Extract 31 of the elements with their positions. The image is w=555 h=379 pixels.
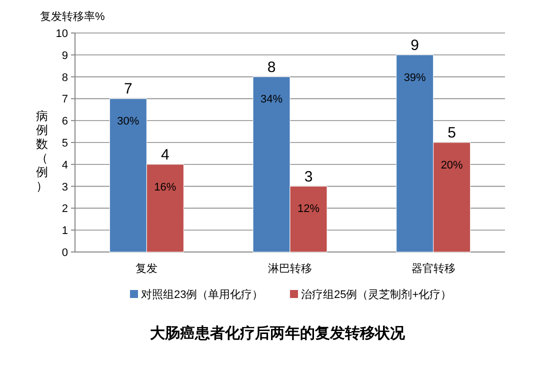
data-label: 5 (448, 124, 456, 142)
y-tick-label: 7 (62, 94, 68, 106)
legend-label: 治疗组25例（灵芝制剂+化疗） (301, 288, 452, 301)
y-tick-label: 4 (62, 159, 68, 172)
data-label: 4 (160, 146, 170, 164)
y-tick-label: 0 (62, 247, 68, 259)
y-tick-label: 10 (56, 28, 68, 40)
data-label: 9 (410, 36, 420, 54)
y-tick-label: 5 (62, 138, 68, 150)
y-tick-label: 1 (62, 225, 68, 238)
text: 复发转移率% (40, 10, 105, 23)
annotation: 12% (297, 203, 320, 216)
annotation: 34% (260, 94, 283, 106)
x-tick-label: 淋巴转移 (268, 262, 312, 275)
data-label: 8 (267, 58, 276, 76)
y-tick-label: 8 (62, 72, 68, 84)
annotation: 16% (154, 181, 176, 194)
y-tick-label: 6 (62, 116, 68, 128)
legend-label: 对照组23例（单用化疗） (141, 288, 264, 301)
data-label: 7 (124, 80, 132, 98)
annotation: 30% (117, 116, 140, 128)
y-tick-label: 3 (62, 181, 68, 194)
annotation: 20% (440, 159, 464, 172)
x-tick-label: 器官转移 (411, 262, 456, 275)
y-tick-label: 2 (62, 203, 68, 216)
x-tick-label: 复发 (136, 263, 158, 275)
annotation: 39% (404, 72, 426, 84)
y-axis-title: 病例数（例） (36, 109, 48, 193)
data-label: 3 (304, 168, 313, 186)
y-tick-label: 9 (62, 50, 68, 62)
text: 大肠癌患者化疗后两年的复发转移状况 (150, 324, 406, 342)
